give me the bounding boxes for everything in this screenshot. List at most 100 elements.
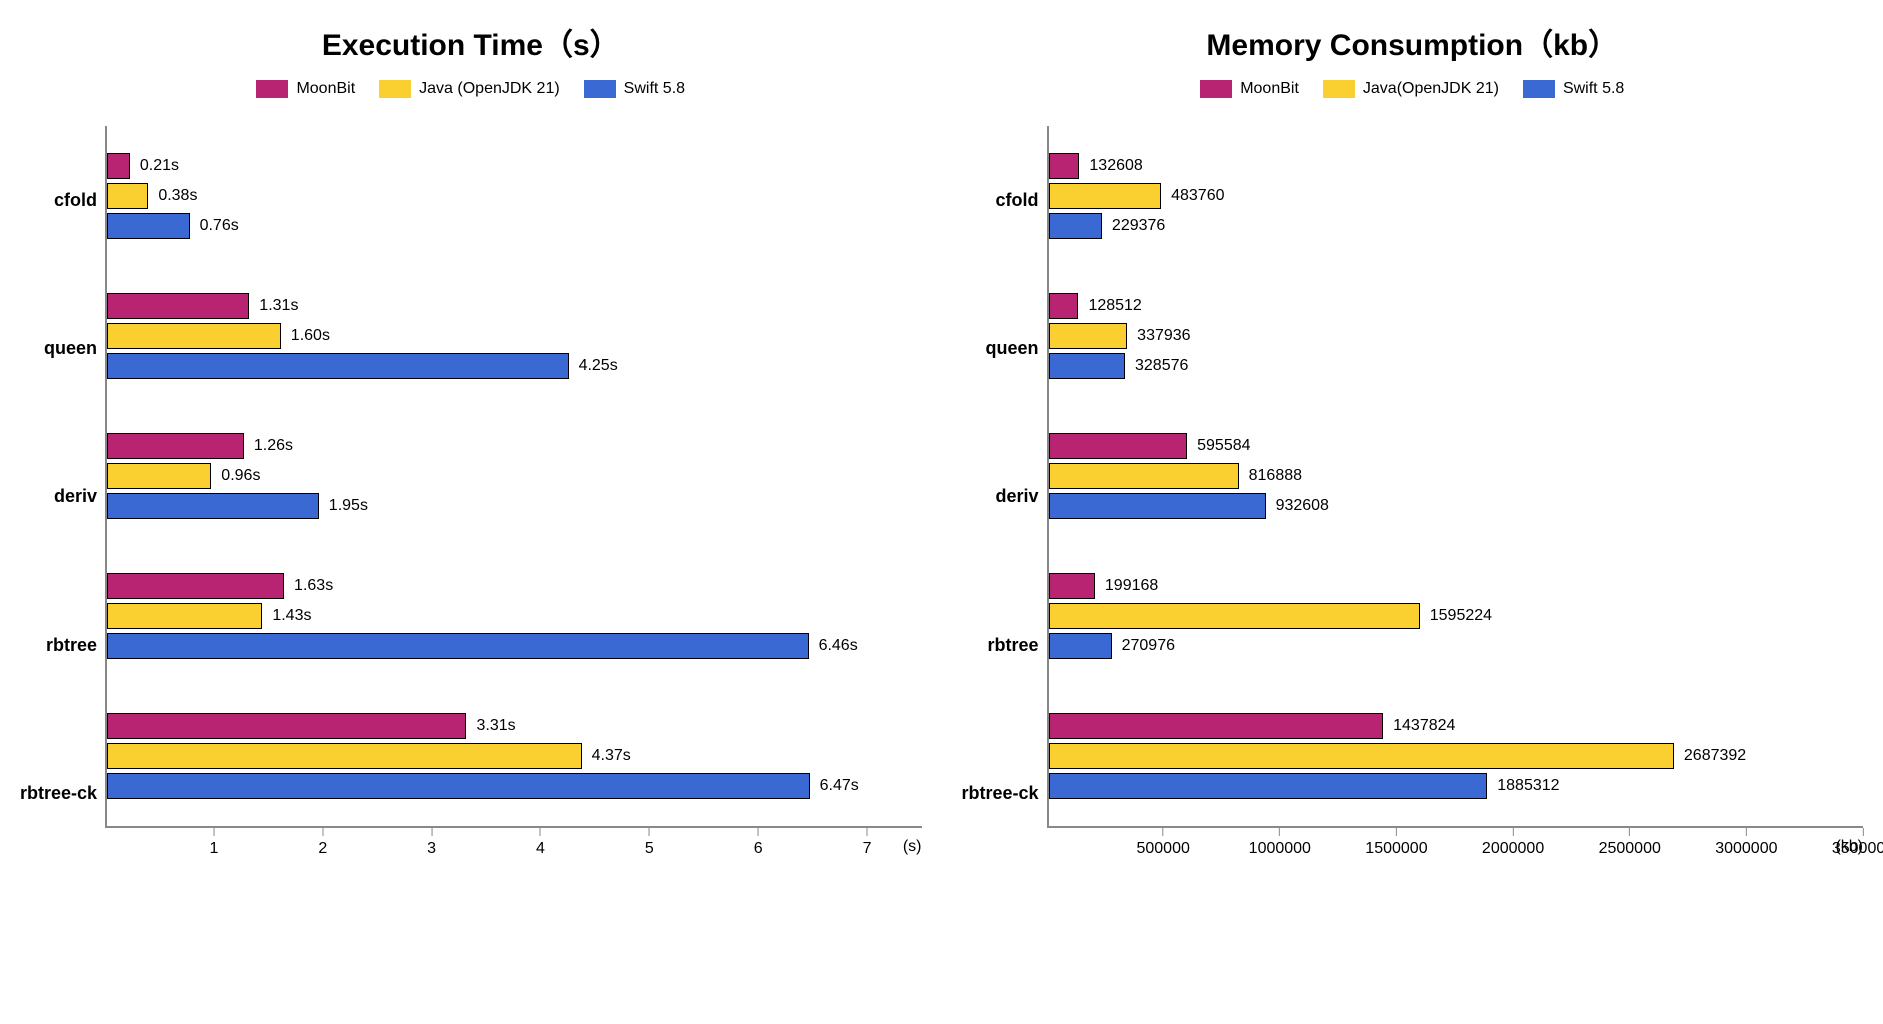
bar-row: 1.95s xyxy=(107,493,921,519)
bar-row: 1437824 xyxy=(1049,713,1863,739)
category-label: queen xyxy=(20,279,97,419)
bar-value-label: 816888 xyxy=(1249,467,1302,485)
bar-swift xyxy=(107,213,190,239)
plot-area: cfoldqueenderivrbtreerbtree-ck 132608 483… xyxy=(962,126,1864,868)
bar-moonbit xyxy=(107,433,244,459)
bar-value-label: 328576 xyxy=(1135,357,1188,375)
bar-value-label: 4.25s xyxy=(579,357,618,375)
bars-region: 1326084837602293761285123379363285765955… xyxy=(1047,126,1863,826)
bar-moonbit xyxy=(107,293,249,319)
bar-row: 328576 xyxy=(1049,353,1863,379)
bar-row: 132608 xyxy=(1049,153,1863,179)
bar-row: 6.46s xyxy=(107,633,921,659)
legend-item-java: Java (OpenJDK 21) xyxy=(379,80,560,98)
legend-label: Java(OpenJDK 21) xyxy=(1363,80,1499,98)
bar-row: 4.37s xyxy=(107,743,921,769)
bar-value-label: 1.31s xyxy=(259,297,298,315)
bar-moonbit xyxy=(1049,433,1188,459)
bar-row: 0.76s xyxy=(107,213,921,239)
bar-swift xyxy=(107,633,809,659)
legend-item-java: Java(OpenJDK 21) xyxy=(1323,80,1499,98)
category-label: rbtree-ck xyxy=(20,724,97,864)
bar-value-label: 132608 xyxy=(1089,157,1142,175)
bar-swift xyxy=(1049,353,1125,379)
bar-group: 128512337936328576 xyxy=(1049,266,1863,406)
legend-item-swift: Swift 5.8 xyxy=(584,80,685,98)
x-tick: 5 xyxy=(645,828,654,858)
legend: MoonBit Java(OpenJDK 21) Swift 5.8 xyxy=(962,80,1864,98)
legend-label: Java (OpenJDK 21) xyxy=(419,80,560,98)
bar-row: 4.25s xyxy=(107,353,921,379)
bar-moonbit xyxy=(1049,713,1384,739)
bar-row: 3.31s xyxy=(107,713,921,739)
bar-row: 1885312 xyxy=(1049,773,1863,799)
x-tick: 500000 xyxy=(1136,828,1189,858)
chart-title: Execution Time（s） xyxy=(20,20,922,64)
bar-moonbit xyxy=(1049,153,1080,179)
bar-java xyxy=(107,603,262,629)
category-label: deriv xyxy=(20,427,97,567)
category-label: cfold xyxy=(20,130,97,270)
bar-moonbit xyxy=(1049,293,1079,319)
bar-row: 1.63s xyxy=(107,573,921,599)
bar-moonbit xyxy=(107,573,284,599)
bar-row: 1.31s xyxy=(107,293,921,319)
bar-java xyxy=(107,743,582,769)
execution-time-chart: Execution Time（s） MoonBit Java (OpenJDK … xyxy=(20,20,922,868)
bar-row: 932608 xyxy=(1049,493,1863,519)
bar-value-label: 4.37s xyxy=(592,747,631,765)
x-tick: 2500000 xyxy=(1599,828,1661,858)
legend-label: Swift 5.8 xyxy=(624,80,685,98)
bar-value-label: 199168 xyxy=(1105,577,1158,595)
bar-value-label: 483760 xyxy=(1171,187,1224,205)
x-tick: 6 xyxy=(754,828,763,858)
bar-group: 1.63s 1.43s 6.46s xyxy=(107,546,921,686)
bar-moonbit xyxy=(107,153,130,179)
bar-group: 1.31s 1.60s 4.25s xyxy=(107,266,921,406)
bar-row: 0.21s xyxy=(107,153,921,179)
bar-value-label: 1595224 xyxy=(1430,607,1492,625)
memory-chart: Memory Consumption（kb） MoonBit Java(Open… xyxy=(962,20,1864,868)
legend-swatch xyxy=(379,80,411,98)
bar-group: 0.21s0.38s0.76s xyxy=(107,126,921,266)
bar-swift xyxy=(1049,633,1112,659)
bar-row: 483760 xyxy=(1049,183,1863,209)
bar-row: 1.43s xyxy=(107,603,921,629)
bar-value-label: 6.47s xyxy=(820,777,859,795)
legend-label: Swift 5.8 xyxy=(1563,80,1624,98)
x-axis: (kb) 50000010000001500000200000025000003… xyxy=(1047,826,1863,868)
bar-row: 6.47s xyxy=(107,773,921,799)
bars-region: 0.21s0.38s0.76s1.31s1.60s4.25s1.26s0.96s… xyxy=(105,126,921,826)
bar-row: 337936 xyxy=(1049,323,1863,349)
bar-group: 143782426873921885312 xyxy=(1049,686,1863,826)
bar-value-label: 1.95s xyxy=(329,497,368,515)
bar-row: 1595224 xyxy=(1049,603,1863,629)
x-tick: 4 xyxy=(536,828,545,858)
bar-row: 1.60s xyxy=(107,323,921,349)
legend-item-moonbit: MoonBit xyxy=(1200,80,1299,98)
x-tick: 2000000 xyxy=(1482,828,1544,858)
bar-group: 595584816888932608 xyxy=(1049,406,1863,546)
chart-title: Memory Consumption（kb） xyxy=(962,20,1864,64)
bar-java xyxy=(1049,603,1420,629)
bar-value-label: 932608 xyxy=(1276,497,1329,515)
x-tick: 1500000 xyxy=(1365,828,1427,858)
legend-swatch xyxy=(1200,80,1232,98)
bar-java xyxy=(1049,743,1674,769)
legend-item-swift: Swift 5.8 xyxy=(1523,80,1624,98)
bar-value-label: 0.21s xyxy=(140,157,179,175)
bar-swift xyxy=(1049,773,1488,799)
bar-moonbit xyxy=(107,713,466,739)
bar-value-label: 1.63s xyxy=(294,577,333,595)
bar-java xyxy=(1049,323,1128,349)
bar-value-label: 270976 xyxy=(1122,637,1175,655)
y-axis-labels: cfoldqueenderivrbtreerbtree-ck xyxy=(962,126,1047,868)
category-label: rbtree xyxy=(20,575,97,715)
legend-label: MoonBit xyxy=(296,80,355,98)
bar-value-label: 1.43s xyxy=(272,607,311,625)
bar-value-label: 0.96s xyxy=(221,467,260,485)
category-label: deriv xyxy=(962,427,1039,567)
x-tick: 2 xyxy=(318,828,327,858)
bar-moonbit xyxy=(1049,573,1095,599)
bar-value-label: 0.76s xyxy=(200,217,239,235)
